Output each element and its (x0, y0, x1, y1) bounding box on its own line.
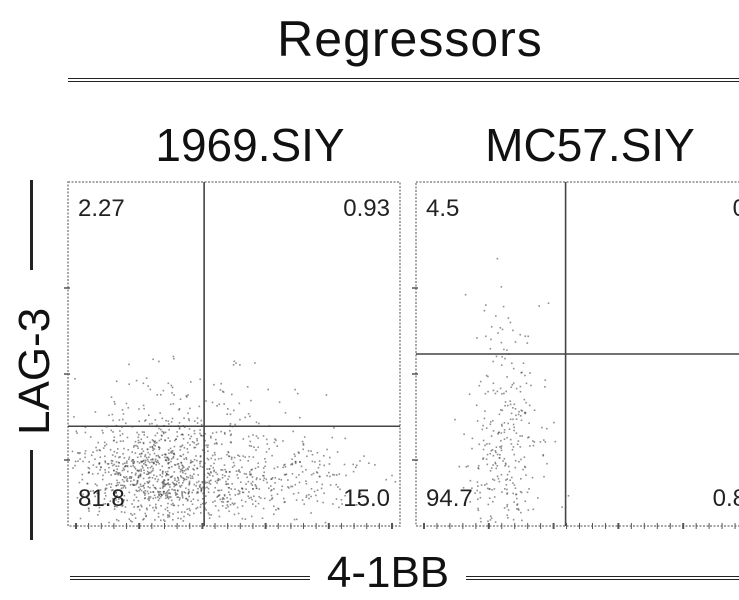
x-axis-label-bar-left (70, 576, 310, 580)
panel-title-mc57-siy: MC57.SIY (485, 119, 695, 171)
event-dots (71, 355, 397, 524)
plot-panel-mc57-siy: 4.5 0 94.7 0.8 (412, 181, 739, 529)
quadrant-value-upper-right: 0.93 (343, 195, 390, 222)
plot-panel-1969-siy: 2.27 0.93 81.8 15.0 (64, 181, 401, 529)
axis-ticks (64, 287, 393, 529)
quadrant-value-lower-right: 15.0 (343, 485, 390, 512)
figure-title: Regressors (277, 11, 543, 67)
x-axis-label: 4-1BB (326, 548, 450, 597)
quadrant-value-upper-left: 2.27 (78, 195, 125, 222)
quadrant-value-lower-left: 81.8 (78, 485, 125, 512)
event-dots (454, 257, 570, 523)
quadrant-value-upper-left: 4.5 (426, 195, 459, 222)
axis-ticks (412, 287, 736, 529)
x-axis-label-bar-right (466, 576, 739, 580)
plot-frame (67, 181, 401, 527)
quadrant-value-lower-left: 94.7 (426, 485, 473, 512)
y-axis-label-group: LAG-3 (0, 170, 60, 540)
plot-frame (415, 181, 739, 527)
y-axis-label-bar-top (30, 180, 33, 270)
y-axis-label-bar-bottom (30, 450, 33, 540)
title-underline (68, 78, 739, 82)
panel-title-1969-siy: 1969.SIY (155, 119, 345, 171)
quadrant-value-lower-right: 0.8 (713, 485, 739, 512)
quadrant-value-upper-right: 0 (733, 195, 739, 222)
